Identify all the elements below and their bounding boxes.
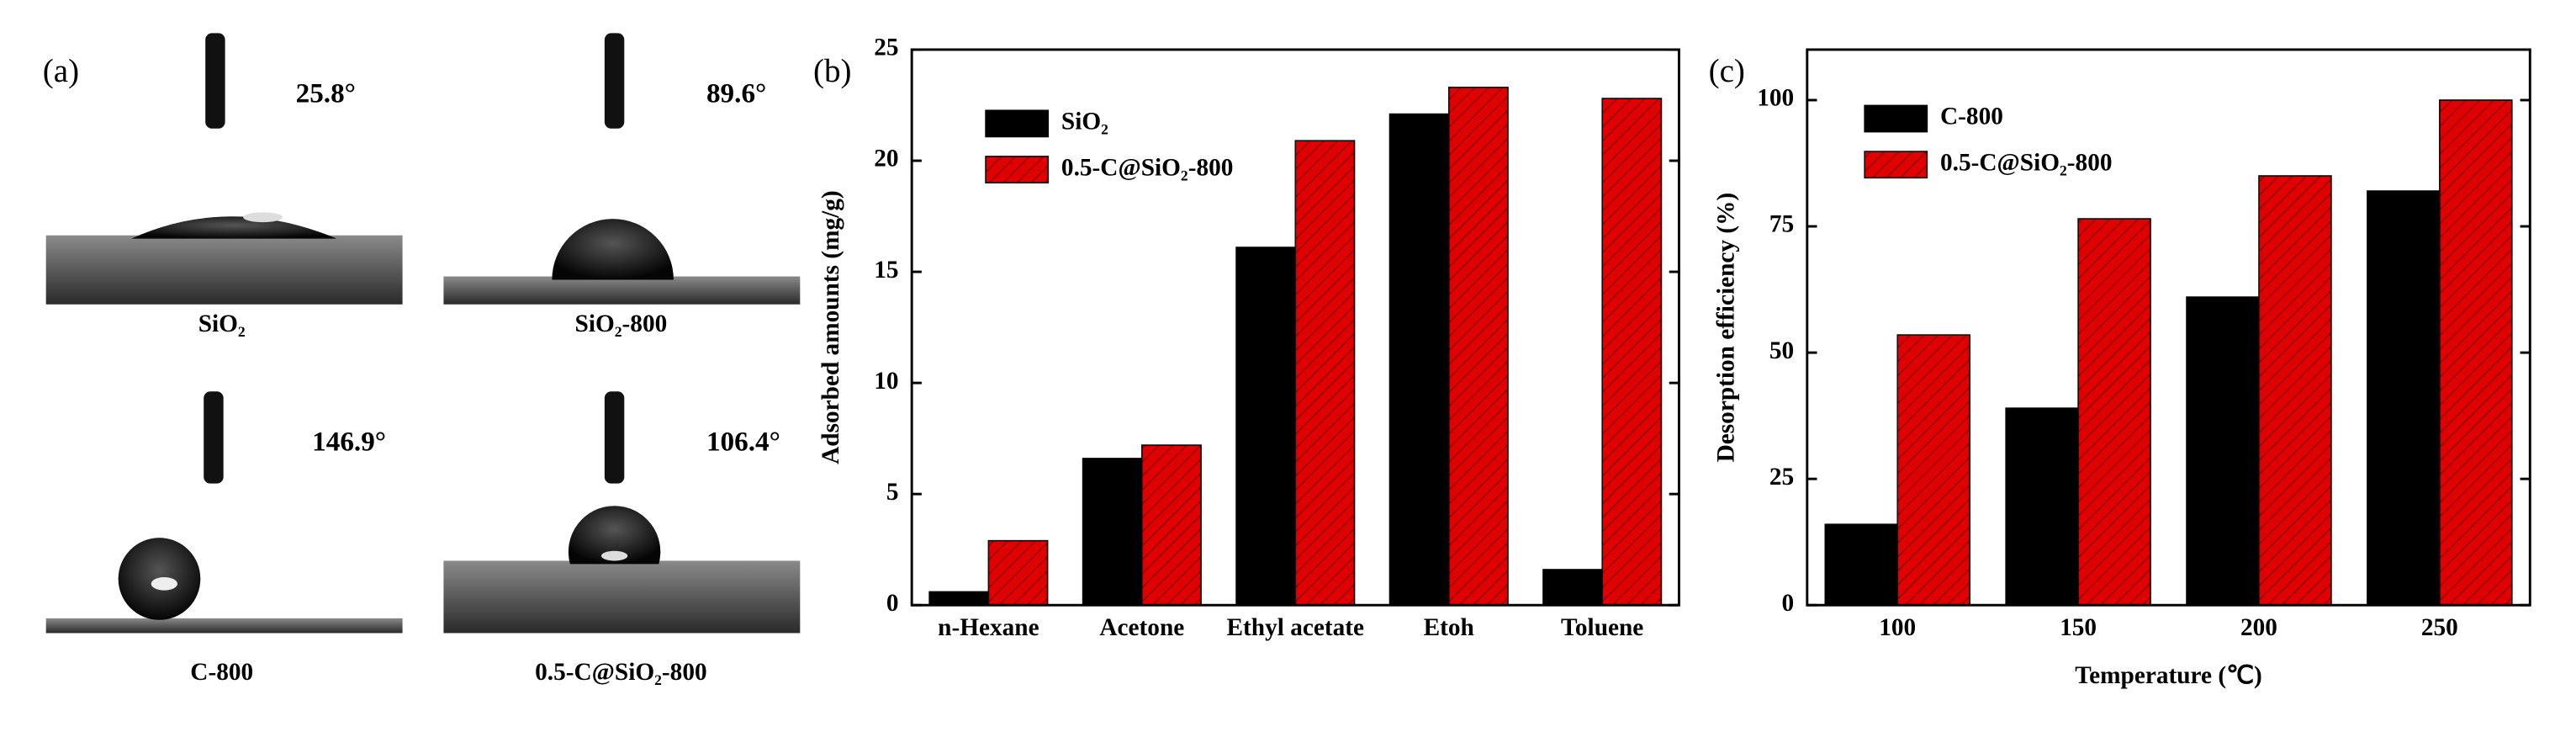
y-tick-label: 0 [886, 590, 899, 617]
plot-frame [1806, 48, 2531, 607]
bar [2439, 99, 2513, 607]
bar [1389, 113, 1450, 607]
bar [2367, 190, 2441, 607]
bar [1896, 334, 1970, 607]
x-tick-label: n-Hexane [938, 614, 1039, 641]
x-tick-label: 150 [2060, 614, 2097, 641]
bar [1824, 523, 1899, 607]
y-axis-label: Adsorbed amounts (mg/g) [817, 190, 844, 464]
bar [2005, 407, 2079, 607]
y-tick-label: 25 [874, 34, 898, 61]
x-tick-label: 200 [2240, 614, 2277, 641]
sample-label: SiO₂ [198, 310, 246, 337]
sample-label: C-800 [190, 659, 253, 686]
legend-swatch [985, 156, 1050, 183]
substrate [45, 618, 403, 634]
y-tick-label: 5 [886, 479, 899, 506]
bar [1601, 98, 1663, 607]
contact-angle: 146.9° [312, 426, 386, 457]
x-axis-label: Temperature (℃) [2075, 662, 2261, 689]
x-tick-label: 100 [1879, 614, 1916, 641]
bar [2258, 175, 2332, 607]
substrate [45, 235, 403, 305]
needle [204, 391, 224, 484]
y-axis-label: Desorption efficiency (%) [1713, 193, 1740, 463]
substrate [443, 560, 801, 634]
sample-label: 0.5-C@SiO₂-800 [535, 659, 707, 686]
bar [1082, 458, 1143, 607]
contact-angle: 106.4° [706, 426, 780, 457]
legend-label: 0.5-C@SiO₂-800 [1061, 154, 1233, 181]
x-tick-label: Acetone [1099, 614, 1184, 641]
legend-swatch [1864, 151, 1928, 179]
y-tick-label: 25 [1769, 464, 1794, 491]
bar [1447, 87, 1509, 607]
legend-swatch [985, 109, 1050, 138]
contact-angle: 89.6° [706, 77, 766, 109]
droplet [552, 219, 674, 280]
legend-label: C-800 [1940, 103, 2003, 130]
y-tick-label: 75 [1769, 211, 1794, 238]
y-tick-label: 10 [874, 368, 898, 395]
y-tick-label: 0 [1782, 590, 1795, 617]
x-tick-label: Etoh [1424, 614, 1474, 641]
bar [1141, 444, 1202, 607]
panel-label: (a) [43, 53, 79, 89]
substrate [443, 276, 801, 305]
x-tick-label: 250 [2421, 614, 2458, 641]
y-tick-label: 20 [874, 146, 898, 172]
bar [987, 539, 1049, 607]
droplet-highlight [151, 577, 177, 591]
droplet-highlight [600, 550, 628, 561]
bar [1235, 247, 1297, 607]
y-tick-label: 15 [874, 257, 898, 284]
sample-label: SiO₂-800 [575, 310, 668, 337]
needle [604, 33, 625, 129]
legend-swatch [1864, 104, 1928, 133]
contact-angle: 25.8° [296, 77, 356, 109]
y-tick-label: 50 [1769, 337, 1794, 364]
bar [928, 591, 990, 607]
x-tick-label: Toluene [1561, 614, 1643, 641]
needle [604, 391, 625, 484]
plot-frame [910, 48, 1680, 607]
droplet-highlight [243, 212, 283, 223]
bar [2077, 218, 2151, 607]
legend-label: SiO₂ [1061, 109, 1108, 135]
droplet [131, 216, 337, 239]
bar [2186, 296, 2260, 607]
panel-label: (c) [1709, 53, 1745, 89]
legend-label: 0.5-C@SiO₂-800 [1940, 149, 2112, 176]
panel-label: (b) [813, 53, 852, 89]
x-tick-label: Ethyl acetate [1227, 614, 1365, 641]
panel-a: (a) 25.8° SiO₂ 89.6° SiO₂-800 146.9° C-8… [43, 33, 801, 686]
droplet [568, 506, 661, 565]
needle [205, 33, 225, 129]
y-tick-label: 100 [1757, 85, 1794, 112]
bar [1542, 569, 1603, 607]
bar [1294, 140, 1356, 607]
